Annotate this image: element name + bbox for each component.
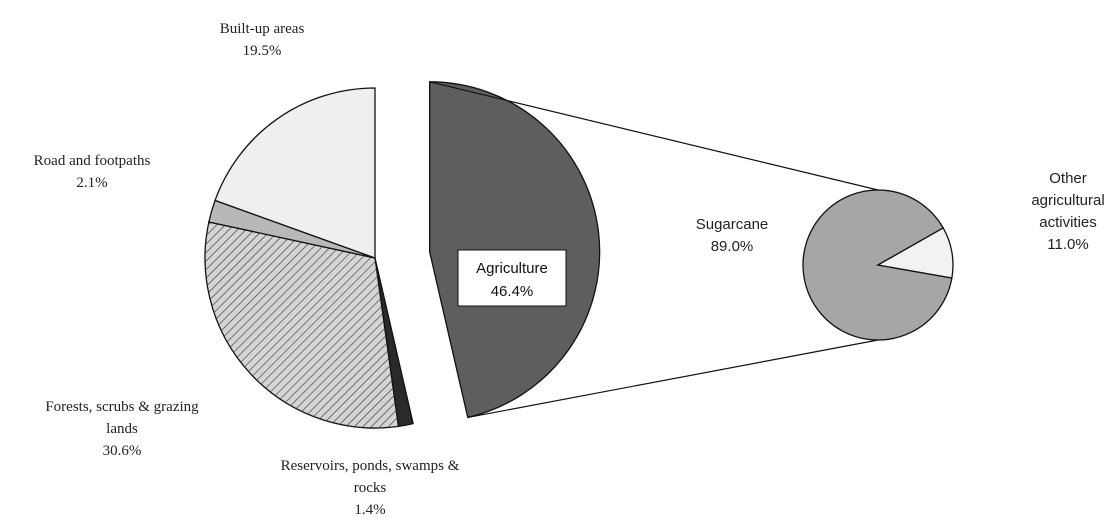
category-label: Road and footpaths (33, 153, 151, 169)
label-box (457, 249, 567, 307)
value-label: 2.1% (76, 175, 108, 191)
pie-slice (876, 227, 954, 279)
slice-label: Built-up areas 19.5% (162, 18, 362, 62)
value-label: 30.6% (102, 443, 142, 459)
category-label: Reservoirs, ponds, swamps & rocks (280, 458, 460, 496)
slice-hatch (205, 221, 399, 429)
connector (429, 81, 879, 191)
value-label: 19.5% (242, 43, 282, 59)
value-label: 11.0% (1047, 236, 1089, 253)
value-label: 1.4% (354, 502, 386, 518)
value-label: 46.4% (491, 283, 534, 300)
category-label: Forests, scrubs & grazing lands (45, 399, 199, 437)
pie-slice (214, 87, 376, 259)
category-label: Sugarcane (695, 216, 769, 233)
slice-label: Sugarcane 89.0% (662, 214, 802, 258)
slice-label: Other agricultural activities 11.0% (1021, 168, 1113, 256)
category-label: Other agricultural activities (1031, 170, 1105, 231)
slice-label: Road and footpaths 2.1% (0, 150, 192, 194)
slice-label: Forests, scrubs & grazing lands 30.6% (32, 396, 212, 462)
slice-label: Reservoirs, ponds, swamps & rocks 1.4% (265, 455, 475, 521)
category-label: Agriculture (476, 260, 548, 277)
connector (467, 339, 879, 419)
category-label: Built-up areas (219, 21, 305, 37)
value-label: 89.0% (710, 238, 754, 255)
